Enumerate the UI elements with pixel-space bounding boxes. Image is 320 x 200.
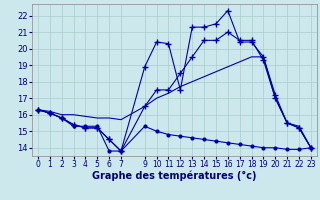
X-axis label: Graphe des températures (°c): Graphe des températures (°c) xyxy=(92,171,257,181)
